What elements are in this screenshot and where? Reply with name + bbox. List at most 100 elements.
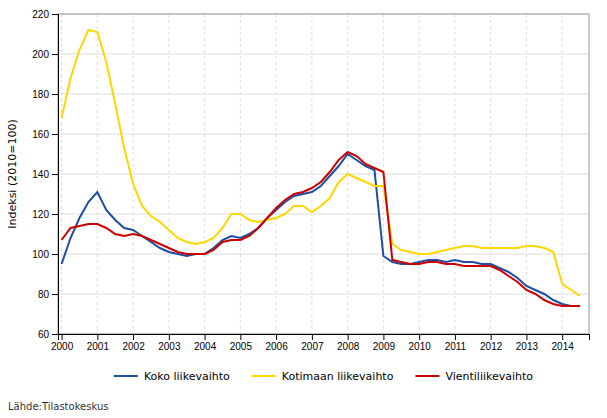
- legend-item: Vientiliikevaihto: [415, 370, 533, 383]
- tick-mark: [348, 334, 349, 340]
- tick: 160: [32, 129, 58, 140]
- series-line: [62, 152, 580, 306]
- x-axis: 2000 2001 2002 2003 2004 2005 2006 2007 2008 2009…: [51, 334, 590, 352]
- legend-item: Koko liikevaihto: [114, 370, 230, 383]
- tick-mark: [52, 14, 58, 15]
- tick: 2003: [158, 334, 181, 352]
- grid: [58, 14, 589, 334]
- plot-area: 2000 2001 2002 2003 2004 2005 2006 2007 2008 2009…: [6, 9, 590, 352]
- grid-line-y: [58, 54, 589, 55]
- legend-swatch: [114, 375, 138, 377]
- tick-mark: [562, 334, 563, 340]
- legend-swatch: [415, 375, 439, 377]
- tick-mark: [455, 334, 456, 340]
- legend-item: Kotimaan liikevaihto: [252, 370, 394, 383]
- tick-mark: [276, 334, 277, 340]
- tick-mark: [205, 334, 206, 340]
- tick: 2009: [373, 334, 396, 352]
- grid-line-x: [97, 14, 98, 334]
- tick-mark: [312, 334, 313, 340]
- tick-mark: [383, 334, 384, 340]
- tick-label: 100: [32, 249, 49, 260]
- tick-label: 160: [32, 129, 49, 140]
- tick-mark: [52, 214, 58, 215]
- grid-line-y: [58, 174, 589, 175]
- legend-swatch: [252, 375, 276, 377]
- tick-label: 220: [32, 9, 49, 20]
- y-axis: 60 80 100 120 140 160 180 200 220: [32, 9, 58, 340]
- series-line: [62, 154, 580, 306]
- tick-label: 2007: [301, 341, 324, 352]
- tick-mark: [52, 334, 58, 335]
- tick-label: 2004: [194, 341, 217, 352]
- tick-mark: [240, 334, 241, 340]
- tick-mark: [419, 334, 420, 340]
- tick: 2004: [194, 334, 217, 352]
- grid-line-x: [133, 14, 134, 334]
- grid-line-y: [58, 214, 589, 215]
- tick: 120: [32, 209, 58, 220]
- tick-label: 2012: [480, 341, 503, 352]
- legend-label: Vientiliikevaihto: [445, 370, 533, 383]
- tick-mark: [52, 294, 58, 295]
- tick: 2007: [301, 334, 324, 352]
- tick: 2012: [480, 334, 503, 352]
- tick-mark: [169, 334, 170, 340]
- tick-mark: [52, 134, 58, 135]
- grid-line-x: [240, 14, 241, 334]
- axis-line: [59, 335, 590, 341]
- tick: 180: [32, 89, 58, 100]
- tick: 80: [38, 289, 58, 300]
- tick: 2000: [51, 334, 74, 352]
- tick-label: 2011: [445, 341, 467, 352]
- grid-line-x: [276, 14, 277, 334]
- tick-mark: [491, 334, 492, 340]
- tick-label: 2003: [158, 341, 181, 352]
- tick: 2001: [87, 334, 110, 352]
- grid-line-x: [168, 14, 169, 334]
- tick-mark: [52, 54, 58, 55]
- annotation: Lähde:Tilastokeskus: [8, 401, 108, 412]
- tick-label: 2006: [265, 341, 288, 352]
- tick-label: 2005: [230, 341, 253, 352]
- tick-label: 120: [32, 209, 49, 220]
- tick-label: 2001: [87, 341, 110, 352]
- y-axis-title: Indeksi (2010=100): [6, 119, 19, 228]
- tick: 2010: [409, 334, 432, 352]
- tick: 60: [38, 329, 58, 340]
- chart: 2000 2001 2002 2003 2004 2005 2006 2007 2008 2009…: [0, 0, 607, 418]
- tick: 2005: [230, 334, 253, 352]
- grid-line-y: [58, 254, 589, 255]
- tick-mark: [52, 94, 58, 95]
- tick-mark: [133, 334, 134, 340]
- tick-label: 60: [38, 329, 50, 340]
- grid-line-x: [454, 14, 455, 334]
- tick-mark: [52, 254, 58, 255]
- series-line: [62, 30, 580, 296]
- grid-line-y: [58, 294, 589, 295]
- tick: 2006: [265, 334, 288, 352]
- tick-label: 2000: [51, 341, 74, 352]
- tick-label: 2013: [516, 341, 539, 352]
- tick: 2002: [122, 334, 145, 352]
- tick-label: 2010: [409, 341, 432, 352]
- grid-line-x: [562, 14, 563, 334]
- tick-label: 80: [38, 289, 50, 300]
- grid-line-x: [204, 14, 205, 334]
- tick-label: 2008: [337, 341, 360, 352]
- tick: 2014: [552, 334, 575, 352]
- tick-label: 2002: [122, 341, 145, 352]
- legend-label: Kotimaan liikevaihto: [282, 370, 394, 383]
- tick-mark: [62, 334, 63, 340]
- axis-line: [52, 15, 59, 335]
- tick: 140: [32, 169, 58, 180]
- tick-label: 2014: [552, 341, 575, 352]
- tick: 200: [32, 49, 58, 60]
- tick-mark: [526, 334, 527, 340]
- series-group: [62, 30, 580, 306]
- tick: 2013: [516, 334, 539, 352]
- grid-line-x: [61, 14, 62, 334]
- grid-line-x: [419, 14, 420, 334]
- grid-line-x: [311, 14, 312, 334]
- tick: 2008: [337, 334, 360, 352]
